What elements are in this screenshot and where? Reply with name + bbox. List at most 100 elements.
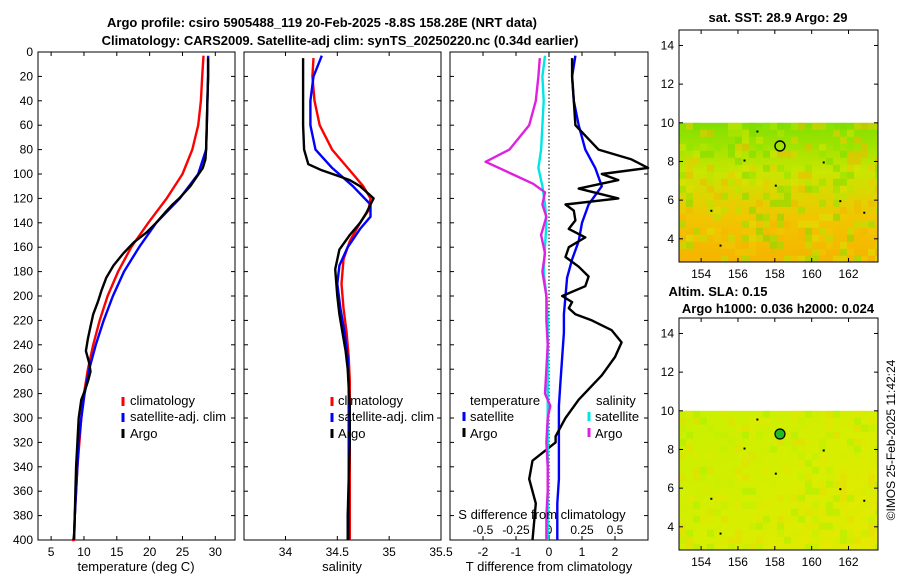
heatmap-cell: [693, 122, 700, 130]
heatmap-cell: [868, 213, 875, 221]
depth-tick-label: 260: [13, 362, 33, 376]
heatmap-cell: [756, 136, 763, 144]
depth-tick-label: 340: [13, 460, 33, 474]
heatmap-cell: [861, 122, 868, 130]
heatmap-cell: [756, 424, 763, 432]
heatmap-cell: [728, 178, 735, 186]
heatmap-cell: [693, 150, 700, 158]
heatmap-cell: [812, 543, 819, 550]
series-line-argo: [72, 58, 210, 541]
heatmap-cell: [721, 536, 728, 544]
heatmap-cell: [742, 150, 749, 158]
heatmap-cell: [791, 255, 798, 262]
heatmap-cell: [826, 424, 833, 432]
heatmap-cell: [700, 234, 707, 242]
heatmap-cell: [784, 417, 791, 425]
heatmap-cell: [875, 543, 878, 550]
heatmap-cell: [721, 438, 728, 446]
heatmap-cell: [693, 466, 700, 474]
heatmap-cell: [770, 150, 777, 158]
heatmap-cell: [847, 234, 854, 242]
heatmap-cell: [798, 515, 805, 523]
heatmap-cell: [812, 466, 819, 474]
island-dot: [756, 130, 759, 133]
heatmap-cell: [707, 171, 714, 179]
heatmap-cell: [805, 241, 812, 249]
heatmap-cell: [791, 515, 798, 523]
heatmap-cell: [798, 438, 805, 446]
heatmap-cell: [735, 501, 742, 509]
heatmap-cell: [854, 122, 861, 130]
heatmap-cell: [840, 466, 847, 474]
heatmap-cell: [714, 445, 721, 453]
heatmap-cell: [749, 543, 756, 550]
heatmap-cell: [756, 157, 763, 165]
heatmap-cell: [707, 178, 714, 186]
heatmap-cell: [756, 536, 763, 544]
heatmap-cell: [707, 529, 714, 537]
heatmap-cell: [707, 136, 714, 144]
heatmap-cell: [728, 438, 735, 446]
heatmap-cell: [826, 410, 833, 418]
heatmap-cell: [700, 417, 707, 425]
heatmap-cell: [861, 227, 868, 235]
heatmap-cell: [749, 501, 756, 509]
heatmap-cell: [777, 164, 784, 172]
island-dot: [863, 211, 866, 214]
heatmap-cell: [812, 501, 819, 509]
island-dot: [822, 449, 825, 452]
heatmap-cell: [749, 431, 756, 439]
heatmap-cell: [679, 501, 686, 509]
difference-legend: temperature satellite Argo salinity sate…: [462, 393, 639, 441]
heatmap-cell: [826, 466, 833, 474]
heatmap-cell: [840, 452, 847, 460]
heatmap-cell: [784, 199, 791, 207]
map-lat-label: 12: [661, 365, 675, 379]
heatmap-cell: [868, 199, 875, 207]
map-lat-label: 14: [661, 38, 675, 52]
heatmap-cell: [805, 171, 812, 179]
heatmap-cell: [805, 438, 812, 446]
heatmap-cell: [819, 522, 826, 530]
heatmap-cell: [707, 417, 714, 425]
map-lon-label: 158: [765, 555, 785, 569]
heatmap-cell: [728, 480, 735, 488]
heatmap-cell: [840, 480, 847, 488]
heatmap-cell: [721, 206, 728, 214]
heatmap-cell: [742, 487, 749, 495]
t-legend-label-argo: Argo: [470, 426, 497, 441]
heatmap-cell: [679, 143, 686, 151]
heatmap-cell: [714, 164, 721, 172]
heatmap-cell: [707, 543, 714, 550]
heatmap-cell: [693, 157, 700, 165]
heatmap-cell: [868, 417, 875, 425]
heatmap-cell: [763, 466, 770, 474]
heatmap-cell: [777, 529, 784, 537]
x-tick-label: 34.5: [326, 545, 350, 559]
x-tick-label: -1: [511, 545, 522, 559]
map-lon-label: 156: [728, 555, 748, 569]
depth-tick-label: 0: [26, 45, 33, 59]
heatmap-cell: [798, 417, 805, 425]
heatmap-cell: [770, 199, 777, 207]
heatmap-cell: [868, 248, 875, 256]
heatmap-cell: [749, 234, 756, 242]
map-lat-label: 12: [661, 77, 675, 91]
heatmap-cell: [686, 241, 693, 249]
heatmap-cell: [840, 487, 847, 495]
heatmap-cell: [756, 459, 763, 467]
heatmap-cell: [693, 234, 700, 242]
heatmap-cell: [742, 424, 749, 432]
heatmap-cell: [707, 164, 714, 172]
heatmap-cell: [777, 227, 784, 235]
heatmap-cell: [700, 515, 707, 523]
heatmap-cell: [777, 438, 784, 446]
heatmap-cell: [707, 515, 714, 523]
heatmap-cell: [714, 522, 721, 530]
heatmap-cell: [686, 438, 693, 446]
heatmap-cell: [791, 136, 798, 144]
series-line-temperature-argo: [528, 58, 650, 541]
heatmap-cell: [805, 508, 812, 516]
heatmap-cell: [686, 185, 693, 193]
x-tick-label: 34: [279, 545, 293, 559]
